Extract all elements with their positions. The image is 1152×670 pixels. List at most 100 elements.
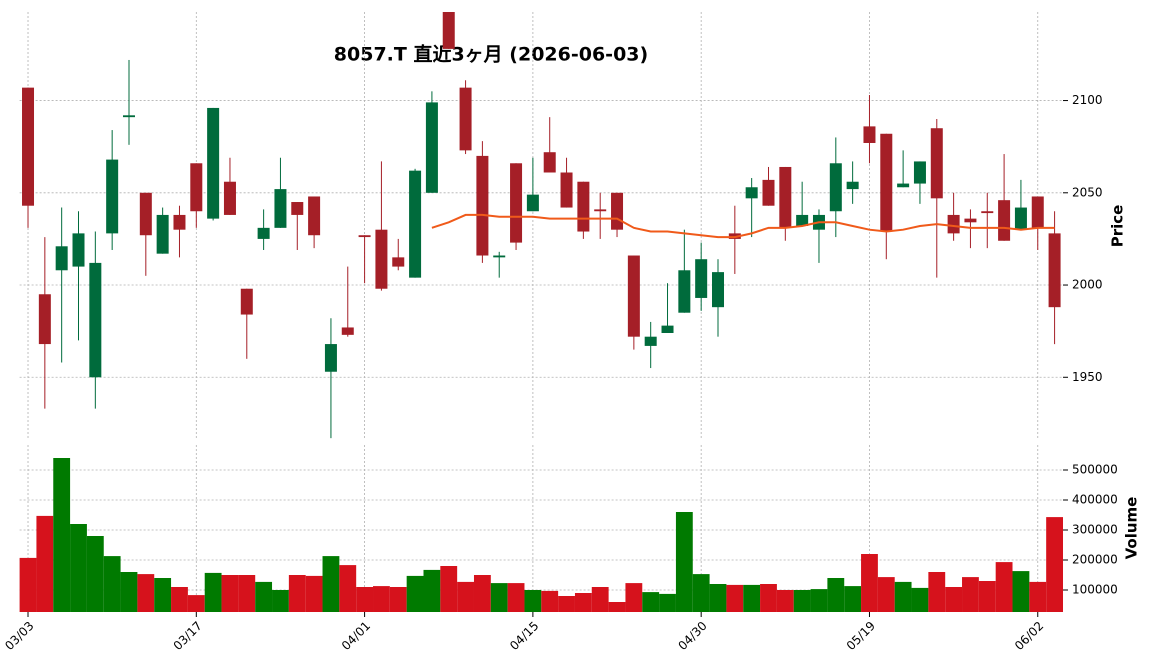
- candle-body: [476, 155, 489, 256]
- candle-body: [291, 202, 304, 215]
- volume-bar: [473, 575, 491, 612]
- candle-body: [611, 192, 624, 230]
- volume-bar: [154, 578, 172, 612]
- volume-bar: [541, 590, 559, 612]
- candle-body: [55, 246, 68, 271]
- volume-bar: [911, 587, 929, 612]
- volume-bar: [1029, 581, 1047, 612]
- volume-bar: [894, 581, 912, 612]
- volume-bar: [137, 574, 155, 612]
- candle-body: [846, 181, 859, 190]
- candle-body: [409, 170, 422, 278]
- volume-bar: [574, 593, 592, 612]
- volume-bar: [187, 595, 205, 612]
- x-tick-label: 03/03: [2, 619, 36, 653]
- y2-tick-label: 100000: [1072, 583, 1118, 597]
- candle-body: [981, 211, 994, 214]
- volume-bar: [373, 586, 390, 612]
- candle-body: [72, 233, 85, 267]
- volume-bar: [962, 577, 979, 612]
- volume-bar: [743, 584, 761, 612]
- y-axis-label: Price: [1109, 205, 1127, 248]
- candle-body: [442, 12, 455, 49]
- candle-body: [930, 128, 943, 199]
- volume-bar: [322, 556, 340, 612]
- volume-bar: [238, 575, 256, 612]
- candle-body: [627, 255, 640, 337]
- x-tick-label: 03/17: [171, 619, 205, 653]
- volume-bar: [995, 562, 1013, 612]
- candle-body: [459, 87, 472, 151]
- candle-body: [745, 187, 758, 199]
- candle-body: [762, 179, 775, 206]
- volume-bar: [827, 578, 845, 612]
- candle-body: [678, 270, 691, 313]
- volume-bar: [272, 590, 289, 612]
- candle-body: [796, 214, 809, 226]
- moving-average-line: [431, 213, 1055, 239]
- volume-bar: [255, 581, 273, 612]
- volume-bar: [36, 515, 54, 612]
- volume-bar: [675, 511, 693, 612]
- candle-body: [543, 152, 556, 173]
- volume-bar: [86, 536, 104, 612]
- candle-body: [829, 163, 842, 212]
- y2-tick-label: 500000: [1072, 462, 1118, 476]
- x-tick-label: 04/01: [339, 619, 373, 653]
- volume-bar: [339, 565, 357, 612]
- y2-axis-label: Volume: [1123, 497, 1141, 560]
- volume-bar: [1046, 517, 1063, 612]
- candle-body: [880, 133, 893, 232]
- candle-body: [998, 200, 1011, 241]
- candle-body: [122, 115, 135, 118]
- candle-body: [38, 294, 51, 345]
- volume-bar: [692, 574, 710, 612]
- volume-bar: [978, 581, 996, 612]
- volume-bar: [760, 584, 777, 612]
- x-tick-label: 05/19: [844, 619, 878, 653]
- volume-bar: [591, 587, 609, 612]
- candle-body: [1048, 233, 1061, 308]
- volume-bar: [423, 569, 441, 612]
- candle-body: [190, 163, 203, 212]
- volume-bar: [53, 457, 71, 612]
- candle-body: [897, 183, 910, 188]
- y2-tick-label: 200000: [1072, 553, 1118, 567]
- candle-body: [425, 102, 438, 193]
- candle-body: [173, 214, 186, 230]
- x-tick-label: 06/02: [1012, 619, 1046, 653]
- candle-body: [240, 288, 253, 315]
- volume-bar: [103, 556, 121, 612]
- volume-bar: [877, 577, 895, 612]
- volume-bar: [1012, 571, 1030, 612]
- candle-body: [661, 325, 674, 333]
- volume-bar: [659, 593, 676, 612]
- volume-bar: [861, 554, 878, 612]
- volume-bar: [507, 583, 525, 612]
- volume-bar: [406, 575, 424, 612]
- candle-body: [308, 196, 321, 236]
- candle-body: [712, 272, 725, 308]
- volume-bar: [288, 575, 306, 612]
- candle-body: [139, 192, 152, 236]
- candle-body: [964, 218, 977, 223]
- volume-bar: [726, 584, 744, 612]
- volume-bar: [928, 572, 946, 612]
- candle-body: [324, 344, 337, 372]
- volume-bar: [776, 590, 794, 612]
- volume-bar: [490, 583, 508, 612]
- volume-bar: [204, 572, 222, 612]
- candle-body: [560, 172, 573, 208]
- candle-body: [341, 327, 354, 335]
- volume-bar: [120, 572, 138, 612]
- x-tick-label: 04/30: [675, 619, 709, 653]
- volume-bar: [440, 566, 458, 612]
- candle-body: [594, 209, 607, 212]
- candle-body: [274, 189, 287, 228]
- y-tick-label: 2000: [1072, 278, 1103, 292]
- candle-body: [392, 257, 405, 267]
- y2-tick-label: 400000: [1072, 492, 1118, 506]
- candle-body: [207, 107, 220, 219]
- candle-body: [1014, 207, 1027, 230]
- volume-bar: [524, 590, 542, 612]
